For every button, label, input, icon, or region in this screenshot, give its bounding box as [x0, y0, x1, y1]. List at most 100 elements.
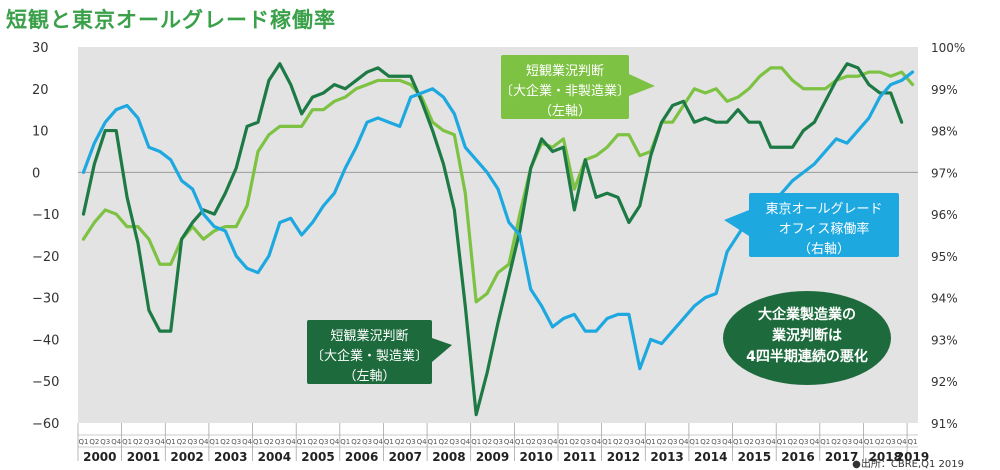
quarter-tick-label: Q4 [242, 438, 253, 446]
quarter-tick-label: Q4 [635, 438, 646, 446]
quarter-tick-label: Q1 [908, 438, 918, 446]
year-label: 2012 [607, 450, 640, 464]
y-left-tick-label: −30 [32, 292, 59, 307]
quarter-tick-label: Q4 [591, 438, 602, 446]
quarter-tick-label: Q3 [275, 438, 285, 446]
quarter-tick-label: Q1 [253, 438, 263, 446]
quarter-tick-label: Q3 [537, 438, 547, 446]
callout-manufacturing-text: 短観業況判断 [330, 328, 408, 344]
y-right-tick-label: 91% [931, 417, 958, 431]
quarter-tick-label: Q3 [231, 438, 241, 446]
callout-non-manufacturing-text: （左軸） [539, 104, 591, 119]
callout-non-manufacturing: 短観業況判断〔大企業・非製造業〕 （左軸） [500, 55, 655, 119]
quarter-tick-label: Q3 [624, 438, 634, 446]
x-axis: Q1 Q2 Q3 Q4 Q1 Q2 Q3 Q4 Q1 Q2 Q3 Q4 Q1 Q2 Q3 Q4 Q1 Q2 Q3 Q4… [77, 423, 929, 464]
year-label: 2000 [83, 450, 116, 464]
y-left-tick-label: −50 [32, 375, 59, 390]
callout-occupancy-pointer [724, 210, 749, 236]
quarter-tick-label: Q4 [504, 438, 515, 446]
quarter-tick-label: Q3 [318, 438, 328, 446]
year-label: 2005 [301, 450, 334, 464]
quarter-tick-label: Q2 [569, 438, 579, 446]
quarter-tick-label: Q1 [340, 438, 350, 446]
quarter-tick-label: Q2 [438, 438, 448, 446]
quarter-tick-label: Q1 [122, 438, 132, 446]
y-left-tick-label: 20 [32, 83, 49, 98]
quarter-tick-label: Q2 [744, 438, 754, 446]
year-label: 2013 [650, 450, 683, 464]
callout-manufacturing-text: （左軸） [343, 369, 395, 384]
right-axis: 100% 99% 98% 97% 96% 95% 94% 93% 92% 91% [931, 41, 965, 431]
quarter-tick-label: Q4 [460, 438, 471, 446]
quarter-tick-label: Q2 [89, 438, 99, 446]
quarter-tick-label: Q4 [286, 438, 297, 446]
quarter-tick-label: Q2 [482, 438, 492, 446]
quarter-tick-label: Q4 [548, 438, 559, 446]
year-label: 2018 [869, 450, 902, 464]
quarter-tick-label: Q1 [864, 438, 874, 446]
y-left-tick-label: 30 [32, 41, 49, 56]
year-label: 2014 [694, 450, 727, 464]
quarter-tick-label: Q1 [733, 438, 743, 446]
quarter-tick-label: Q4 [766, 438, 777, 446]
note-text: 業況判断は [771, 327, 842, 344]
quarter-tick-label: Q2 [657, 438, 667, 446]
quarter-tick-label: Q3 [711, 438, 721, 446]
y-left-tick-label: 0 [32, 166, 40, 181]
callout-non-manufacturing-box [501, 55, 629, 119]
quarter-tick-label: Q1 [209, 438, 219, 446]
year-label: 2009 [476, 450, 509, 464]
quarter-tick-label: Q1 [689, 438, 699, 446]
quarter-tick-label: Q2 [788, 438, 798, 446]
callout-occupancy-text: オフィス稼働率 [779, 221, 870, 237]
year-label: 2007 [389, 450, 422, 464]
quarter-tick-label: Q2 [220, 438, 230, 446]
quarter-tick-label: Q3 [100, 438, 110, 446]
quarter-tick-label: Q4 [198, 438, 209, 446]
quarter-tick-label: Q3 [406, 438, 416, 446]
y-right-tick-label: 98% [931, 125, 958, 139]
quarter-tick-label: Q2 [875, 438, 885, 446]
quarter-tick-label: Q4 [809, 438, 820, 446]
callout-manufacturing: 短観業況判断〔大企業・製造業〕 （左軸） [307, 320, 452, 384]
quarter-tick-label: Q2 [700, 438, 710, 446]
note-text: 大企業製造業の [758, 306, 856, 323]
y-right-tick-label: 99% [931, 83, 958, 97]
quarter-tick-label: Q1 [558, 438, 568, 446]
quarter-tick-label: Q3 [886, 438, 896, 446]
series-line-1 [81, 62, 904, 417]
quarter-tick-label: Q3 [362, 438, 372, 446]
quarter-tick-label: Q1 [646, 438, 656, 446]
quarter-tick-label: Q3 [755, 438, 765, 446]
source-note: ●出所：CBRE,Q1 2019 [852, 459, 964, 470]
quarter-tick-label: Q2 [133, 438, 143, 446]
y-right-tick-label: 96% [931, 208, 958, 222]
quarter-tick-label: Q2 [831, 438, 841, 446]
quarter-tick-label: Q1 [777, 438, 787, 446]
left-axis: 30 20 10 0 −10 −20 −30 −40 −50 −60 [32, 41, 59, 432]
quarter-tick-label: Q2 [613, 438, 623, 446]
quarter-tick-label: Q3 [493, 438, 503, 446]
year-label: 2017 [825, 450, 858, 464]
callout-non-manufacturing-text: 〔大企業・非製造業〕 [500, 83, 630, 99]
callout-non-manufacturing-text: 短観業況判断 [526, 63, 604, 79]
quarter-tick-label: Q1 [384, 438, 394, 446]
note-text: 4四半期連続の悪化 [746, 348, 868, 365]
quarter-tick-label: Q3 [449, 438, 459, 446]
quarter-tick-label: Q4 [853, 438, 864, 446]
y-right-tick-label: 95% [931, 250, 958, 264]
quarter-tick-label: Q4 [329, 438, 340, 446]
y-right-tick-label: 97% [931, 166, 958, 180]
quarter-tick-label: Q3 [188, 438, 198, 446]
callout-non-manufacturing-pointer [629, 74, 655, 96]
quarter-tick-label: Q2 [526, 438, 536, 446]
note-ellipse [723, 291, 891, 385]
quarter-tick-label: Q3 [144, 438, 154, 446]
callout-occupancy-text: 東京オールグレード [765, 201, 882, 217]
y-left-tick-label: −20 [32, 250, 59, 265]
annotation-layer: 短観業況判断〔大企業・非製造業〕（左軸）短観業況判断〔大企業・製造業〕（左軸）東… [307, 55, 899, 385]
quarter-tick-label: Q4 [155, 438, 166, 446]
year-label: 2015 [738, 450, 771, 464]
